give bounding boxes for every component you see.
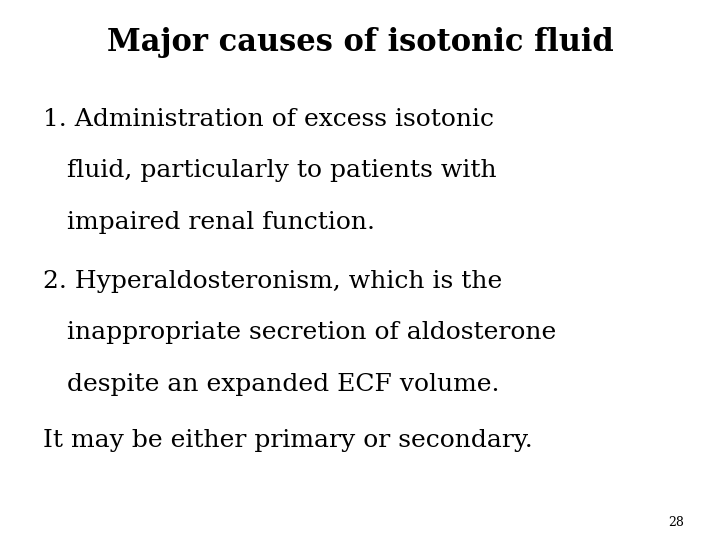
Text: impaired renal function.: impaired renal function. — [43, 211, 375, 234]
Text: It may be either primary or secondary.: It may be either primary or secondary. — [43, 429, 533, 453]
Text: Major causes of isotonic fluid: Major causes of isotonic fluid — [107, 27, 613, 58]
Text: 1. Administration of excess isotonic: 1. Administration of excess isotonic — [43, 108, 494, 131]
Text: inappropriate secretion of aldosterone: inappropriate secretion of aldosterone — [43, 321, 557, 345]
Text: fluid, particularly to patients with: fluid, particularly to patients with — [43, 159, 497, 183]
Text: 28: 28 — [668, 516, 684, 529]
Text: despite an expanded ECF volume.: despite an expanded ECF volume. — [43, 373, 500, 396]
Text: 2. Hyperaldosteronism, which is the: 2. Hyperaldosteronism, which is the — [43, 270, 503, 293]
